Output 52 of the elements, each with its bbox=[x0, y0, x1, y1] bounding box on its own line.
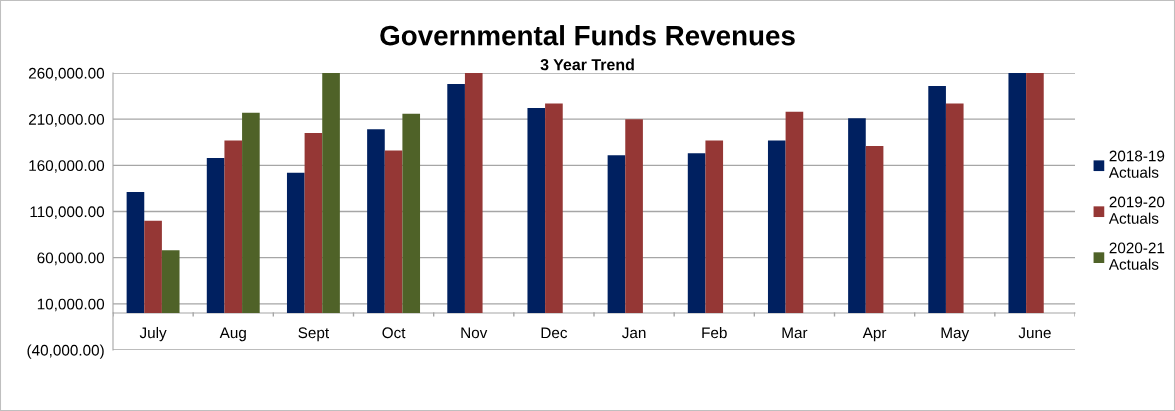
y-tick-label: 10,000.00 bbox=[37, 298, 105, 312]
bar bbox=[705, 140, 724, 314]
bar bbox=[625, 119, 643, 314]
bar bbox=[322, 73, 340, 314]
chart-title: Governmental Funds Revenues bbox=[380, 25, 795, 46]
y-tick-label: 110,000.00 bbox=[30, 206, 105, 219]
bar bbox=[928, 85, 946, 314]
y-tick-label: 210,000.00 bbox=[28, 114, 105, 127]
x-tick-label: Oct bbox=[382, 327, 406, 339]
bar bbox=[1008, 73, 1027, 314]
y-tick-label: 160,000.00 bbox=[29, 160, 105, 173]
x-tick-label: May bbox=[941, 327, 970, 342]
x-tick-label: Nov bbox=[461, 327, 488, 339]
x-tick-label: Apr bbox=[862, 327, 887, 342]
x-tick-label: Aug bbox=[219, 327, 246, 342]
bar bbox=[224, 140, 243, 314]
bar bbox=[402, 113, 421, 314]
bar bbox=[545, 103, 563, 314]
bar bbox=[242, 112, 260, 314]
legend-label: 2018-19 Actuals bbox=[1108, 150, 1165, 178]
bar bbox=[785, 111, 804, 314]
x-tick-label: Sept bbox=[298, 327, 330, 342]
bar bbox=[384, 150, 403, 314]
bar bbox=[206, 157, 225, 314]
bar bbox=[687, 153, 706, 314]
bar bbox=[767, 140, 786, 314]
bar bbox=[1026, 73, 1044, 314]
x-tick-label: June bbox=[1018, 327, 1051, 339]
y-tick-label: (40,000.00) bbox=[27, 344, 104, 359]
bar bbox=[945, 103, 964, 314]
bar bbox=[607, 155, 626, 314]
x-tick-label: July bbox=[139, 326, 167, 342]
bar bbox=[464, 73, 483, 314]
chart-subtitle: 3 Year Trend bbox=[540, 58, 634, 71]
legend-label: 2019-20 Actuals bbox=[1108, 196, 1165, 224]
bar bbox=[865, 145, 884, 314]
x-tick-label: Mar bbox=[782, 327, 808, 339]
bar bbox=[161, 250, 180, 314]
bar bbox=[286, 172, 305, 314]
y-tick-label: 60,000.00 bbox=[37, 252, 105, 266]
bar bbox=[527, 108, 546, 314]
bar bbox=[126, 192, 145, 314]
bar bbox=[144, 220, 162, 314]
legend-label: 2020-21 Actuals bbox=[1108, 242, 1165, 270]
y-tick-label: 260,000.00 bbox=[28, 67, 105, 81]
x-tick-label: Jan bbox=[622, 327, 646, 339]
bar bbox=[848, 118, 866, 314]
bar bbox=[304, 133, 323, 314]
x-tick-label: Feb bbox=[702, 326, 727, 339]
bar bbox=[447, 84, 465, 314]
bar bbox=[367, 129, 385, 314]
x-tick-label: Dec bbox=[541, 327, 568, 339]
